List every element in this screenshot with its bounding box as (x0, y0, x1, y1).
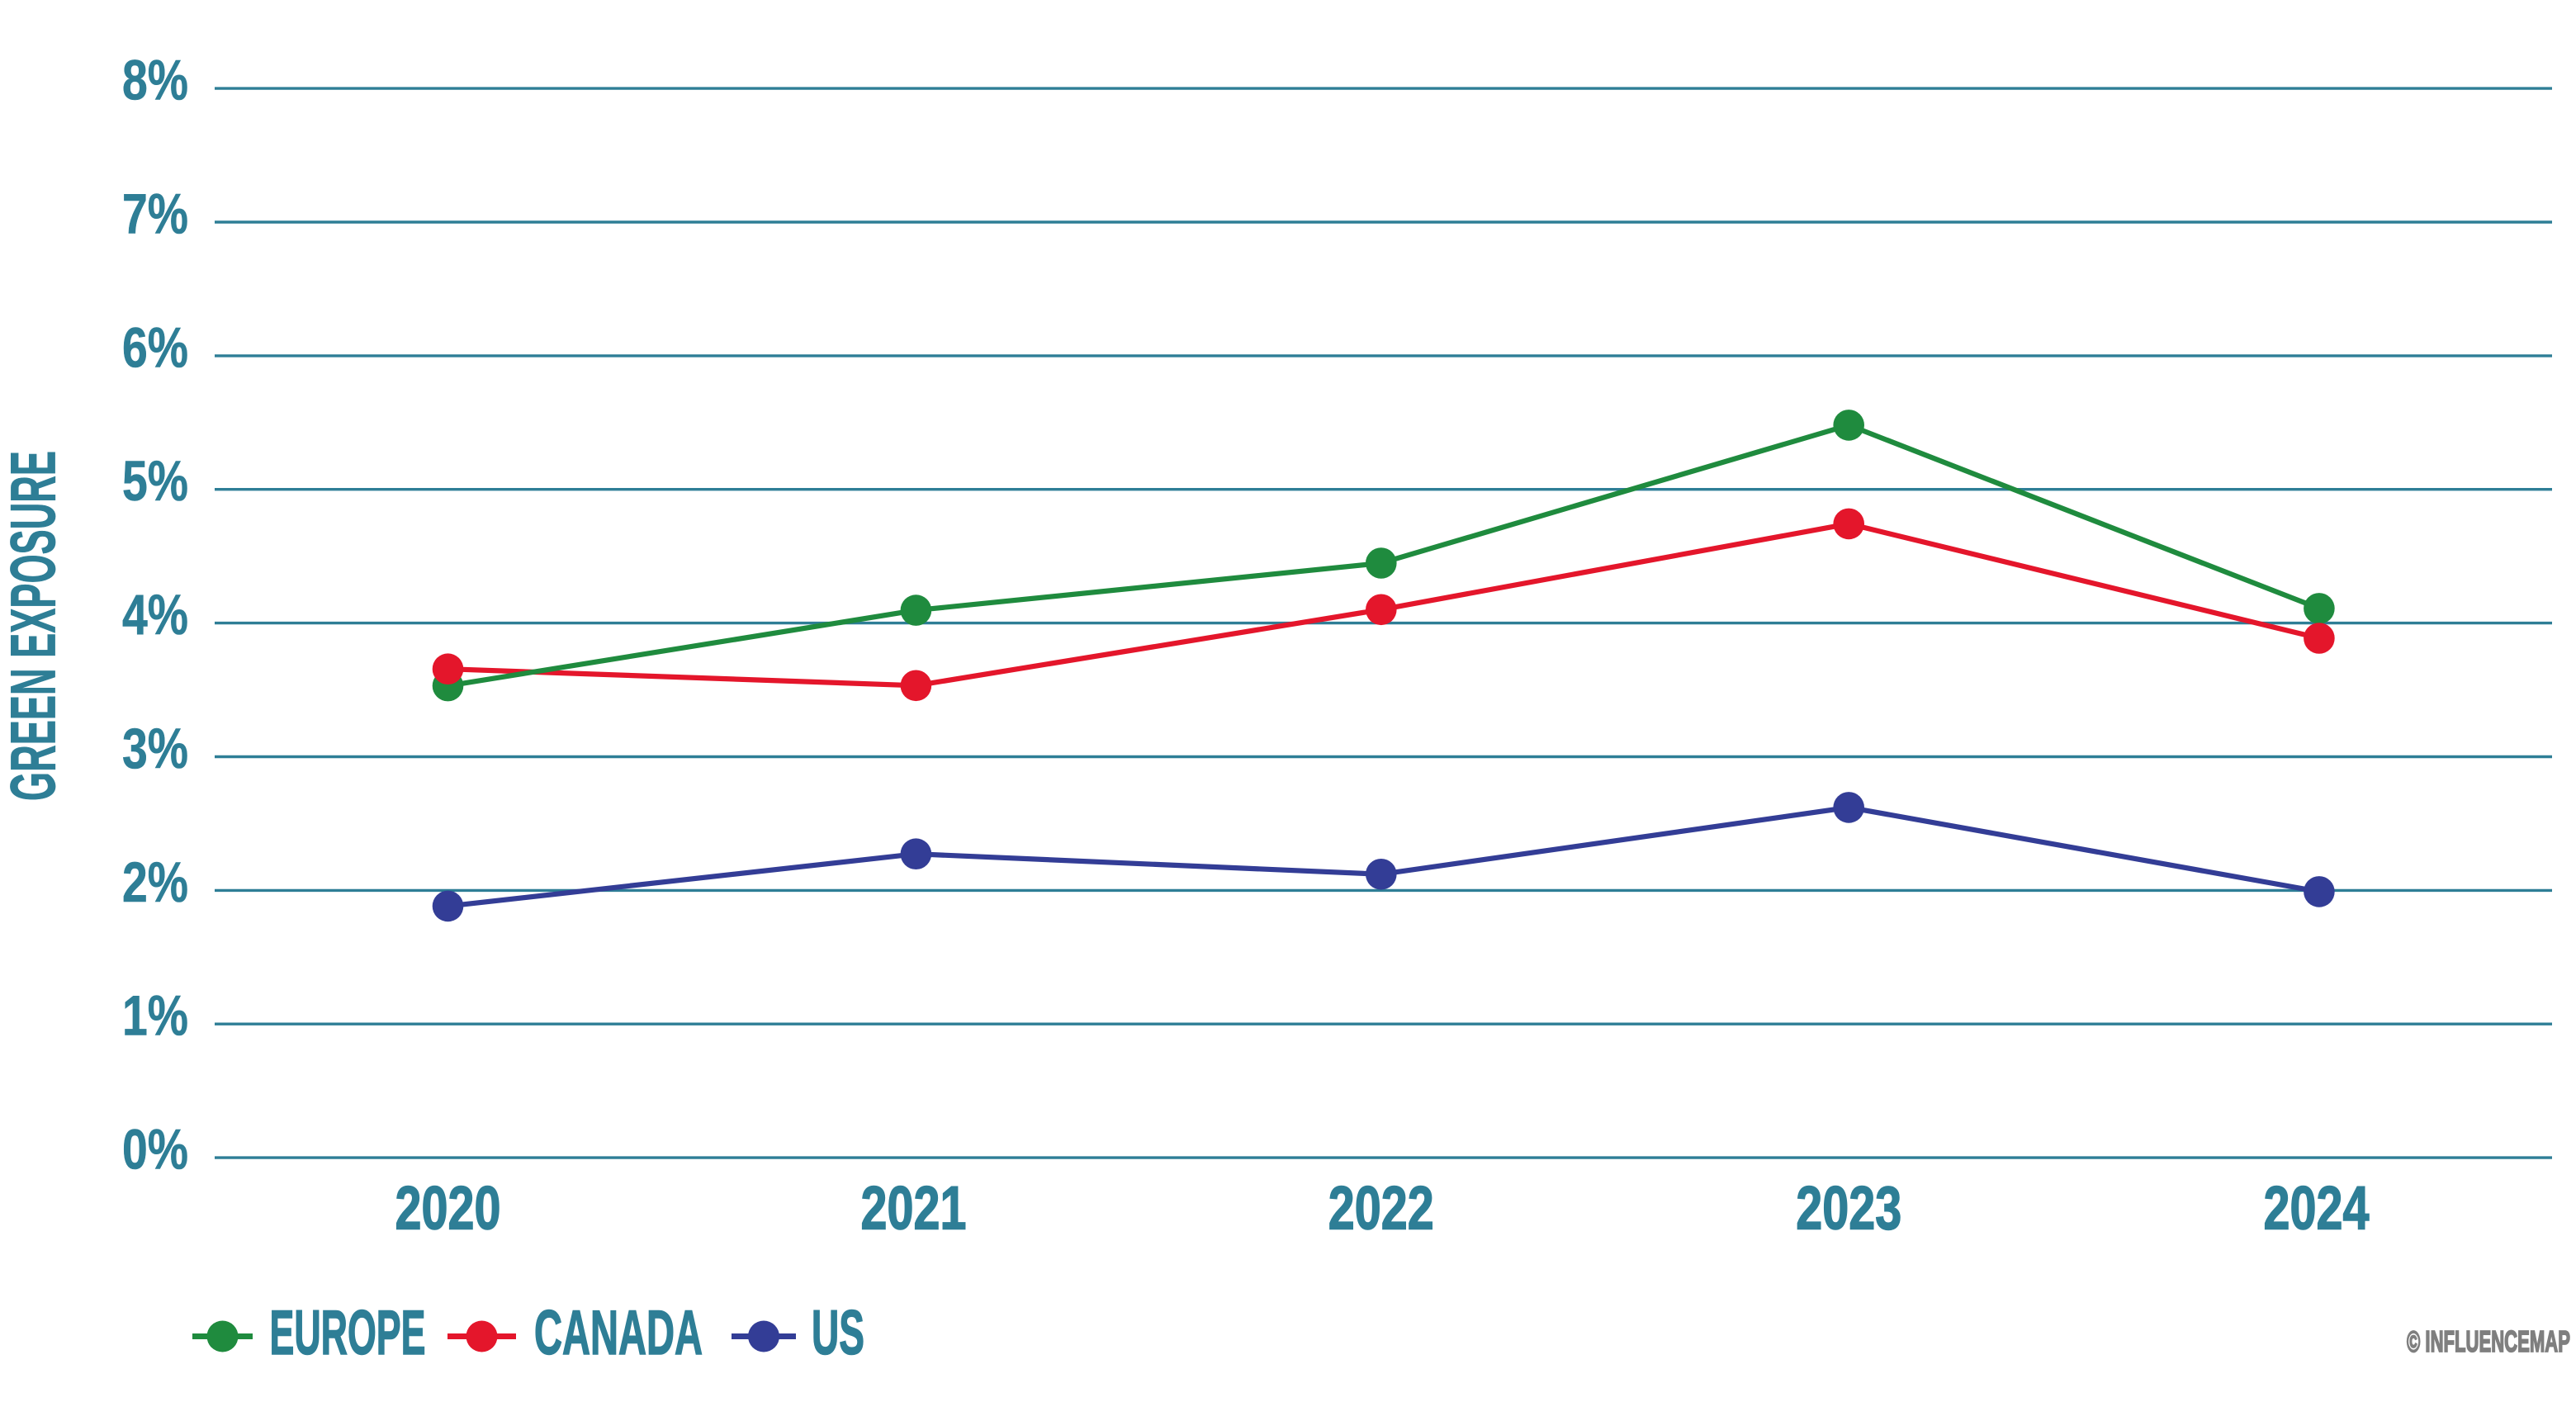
svg-text:2021: 2021 (861, 1174, 967, 1243)
svg-text:GREEN EXPOSURE: GREEN EXPOSURE (0, 451, 69, 801)
svg-text:2020: 2020 (395, 1174, 501, 1243)
svg-text:2%: 2% (122, 850, 188, 914)
svg-text:US: US (812, 1298, 864, 1368)
svg-text:CANADA: CANADA (534, 1298, 703, 1368)
svg-text:8%: 8% (122, 49, 188, 112)
svg-text:6%: 6% (122, 315, 188, 379)
svg-text:2024: 2024 (2264, 1174, 2370, 1243)
svg-text:2023: 2023 (1796, 1174, 1901, 1243)
svg-text:4%: 4% (122, 583, 188, 647)
svg-text:1%: 1% (122, 984, 188, 1048)
svg-text:2022: 2022 (1328, 1174, 1434, 1243)
svg-text:3%: 3% (122, 717, 188, 780)
svg-text:EUROPE: EUROPE (270, 1298, 426, 1368)
svg-text:© INFLUENCEMAP: © INFLUENCEMAP (2407, 1324, 2570, 1358)
svg-text:7%: 7% (122, 182, 188, 246)
svg-text:5%: 5% (122, 449, 188, 513)
svg-text:0%: 0% (122, 1118, 188, 1182)
